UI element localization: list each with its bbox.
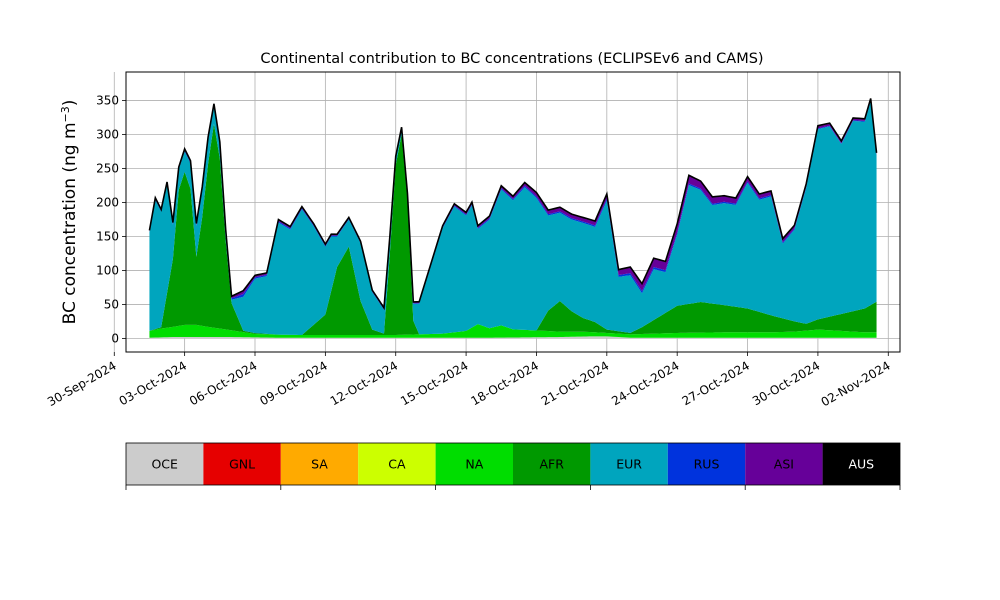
area-na xyxy=(149,324,877,338)
legend-label-afr: AFR xyxy=(539,457,564,472)
x-tick-label: 09-Oct-2024 xyxy=(257,358,329,408)
x-tick-label: 27-Oct-2024 xyxy=(680,358,752,408)
x-tick-label: 03-Oct-2024 xyxy=(117,358,189,408)
legend-swatch-oce xyxy=(126,443,204,485)
legend-swatch-na xyxy=(435,443,513,485)
area-afr xyxy=(149,123,877,336)
legend-label-ca: CA xyxy=(388,457,406,472)
x-axis-ticks: 30-Sep-202403-Oct-202406-Oct-202409-Oct-… xyxy=(45,352,893,409)
total-outline xyxy=(148,98,878,311)
y-tick-label: 100 xyxy=(96,263,119,277)
chart-title: Continental contribution to BC concentra… xyxy=(260,51,763,67)
total-line xyxy=(148,98,878,311)
stacked-areas xyxy=(149,98,877,339)
legend-swatch-eur xyxy=(590,443,668,485)
x-tick-label: 30-Oct-2024 xyxy=(750,358,822,408)
legend-frame xyxy=(125,442,901,486)
legend-label-aus: AUS xyxy=(848,457,874,472)
y-tick-label: 250 xyxy=(96,162,119,176)
legend-swatch-ca xyxy=(358,443,436,485)
legend-swatch-rus xyxy=(667,443,746,485)
legend-label-asi: ASI xyxy=(774,457,794,472)
legend-label-na: NA xyxy=(465,457,483,472)
x-tick-label: 30-Sep-2024 xyxy=(45,358,119,409)
y-axis-label-close: ) xyxy=(60,100,80,107)
legend-label-rus: RUS xyxy=(694,457,720,472)
y-tick-label: 300 xyxy=(96,128,119,142)
y-tick-label: 50 xyxy=(104,297,119,311)
area-oce xyxy=(149,336,877,339)
legend-swatch-asi xyxy=(745,443,823,485)
legend-swatch-aus xyxy=(822,443,900,485)
y-axis-label-text: BC concentration (ng m xyxy=(60,122,80,324)
x-tick-label: 21-Oct-2024 xyxy=(539,358,611,408)
y-tick-label: 0 xyxy=(111,331,119,345)
y-tick-label: 200 xyxy=(96,195,119,209)
legend-label-eur: EUR xyxy=(616,457,642,472)
area-eur xyxy=(149,101,877,336)
y-tick-label: 150 xyxy=(96,229,119,243)
legend-swatch-gnl xyxy=(203,443,281,485)
legend-colorbar: OCE GNL SA CA NA AFR EUR RUS ASI AUS xyxy=(125,442,901,490)
y-axis-label-superscript: −3 xyxy=(59,106,72,122)
legend-swatch-afr xyxy=(513,443,591,485)
x-tick-label: 24-Oct-2024 xyxy=(609,358,681,408)
x-tick-label: 12-Oct-2024 xyxy=(328,358,400,408)
x-tick-label: 02-Nov-2024 xyxy=(819,358,893,409)
legend-label-sa: SA xyxy=(311,457,328,472)
x-tick-label: 06-Oct-2024 xyxy=(187,358,259,408)
y-axis-label: BC concentration (ng m−3) xyxy=(59,100,81,325)
legend-label-oce: OCE xyxy=(151,457,178,472)
y-tick-label: 350 xyxy=(96,94,119,108)
plot-frame xyxy=(125,71,901,353)
y-axis-ticks: 0 50 100 150 200 250 300 350 xyxy=(96,94,126,345)
x-tick-label: 15-Oct-2024 xyxy=(398,358,470,408)
legend-label-gnl: GNL xyxy=(229,457,255,472)
legend-swatch-sa xyxy=(280,443,359,485)
x-tick-label: 18-Oct-2024 xyxy=(469,358,541,408)
